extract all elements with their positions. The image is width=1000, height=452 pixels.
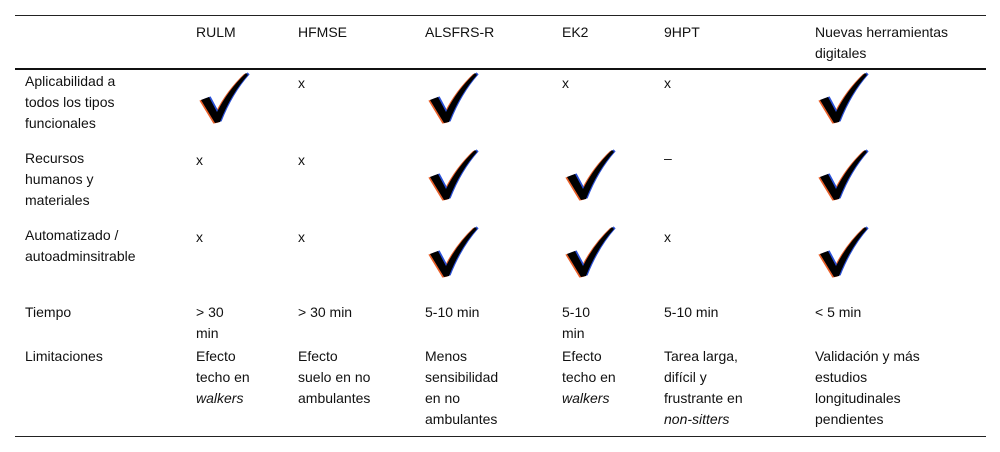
cell-text: 5-10 min bbox=[664, 304, 719, 320]
table-bottom-rule bbox=[15, 436, 986, 437]
cell-text: < 5 min bbox=[815, 304, 862, 320]
checkmark-icon bbox=[814, 70, 872, 126]
cell-text: Efecto techo en walkers bbox=[562, 348, 616, 406]
checkmark-icon bbox=[424, 70, 482, 126]
cell-text: – bbox=[664, 150, 672, 166]
checkmark-icon bbox=[561, 224, 619, 280]
cell-text: > 30 min bbox=[196, 304, 224, 341]
row-label-aplicabilidad: Aplicabilidad a todos los tipos funcionale… bbox=[25, 73, 116, 131]
cell-text: x bbox=[664, 75, 671, 91]
header-rule bbox=[15, 68, 986, 70]
cell-text: 5-10 min bbox=[425, 304, 480, 320]
header-alsfrs-r: ALSFRS-R bbox=[425, 24, 495, 40]
row-label-recursos: Recursos humanos y materiales bbox=[25, 150, 94, 208]
checkmark-icon bbox=[424, 147, 482, 203]
cell-text: Efecto techo en walkers bbox=[196, 348, 250, 406]
cell-text: x bbox=[196, 152, 203, 168]
header-ek2: EK2 bbox=[562, 24, 589, 40]
cell-text: x bbox=[298, 229, 305, 245]
cell-text: Tarea larga, difícil y frustrante en non-si… bbox=[664, 348, 743, 427]
cell-text: x bbox=[562, 75, 569, 91]
checkmark-icon bbox=[195, 70, 253, 126]
cell-text: x bbox=[664, 229, 671, 245]
cell-text: x bbox=[298, 152, 305, 168]
cell-text: Efecto suelo en no ambulantes bbox=[298, 348, 371, 406]
checkmark-icon bbox=[424, 224, 482, 280]
header-9hpt: 9HPT bbox=[664, 24, 700, 40]
cell-text: x bbox=[196, 229, 203, 245]
cell-text: x bbox=[298, 75, 305, 91]
row-label-limitaciones: Limitaciones bbox=[25, 348, 103, 364]
comparison-table: RULM HFMSE ALSFRS-R EK2 9HPT Nuevas herr… bbox=[15, 15, 986, 437]
header-nuevas-herramientas: Nuevas herramientas digitales bbox=[815, 24, 949, 61]
header-hfmse: HFMSE bbox=[298, 24, 347, 40]
row-label-automatizado: Automatizado / autoadminsitrable bbox=[25, 227, 136, 264]
checkmark-icon bbox=[561, 147, 619, 203]
checkmark-icon bbox=[814, 147, 872, 203]
row-label-tiempo: Tiempo bbox=[25, 304, 72, 320]
cell-text: Validación y más estudios longitudinales pe… bbox=[815, 348, 920, 427]
checkmark-icon bbox=[814, 224, 872, 280]
table-top-rule bbox=[15, 15, 986, 16]
header-rulm: RULM bbox=[196, 24, 236, 40]
cell-text: Menos sensibilidad en no ambulantes bbox=[425, 348, 499, 427]
cell-text: > 30 min bbox=[298, 304, 353, 320]
cell-text: 5-10 min bbox=[562, 304, 591, 341]
